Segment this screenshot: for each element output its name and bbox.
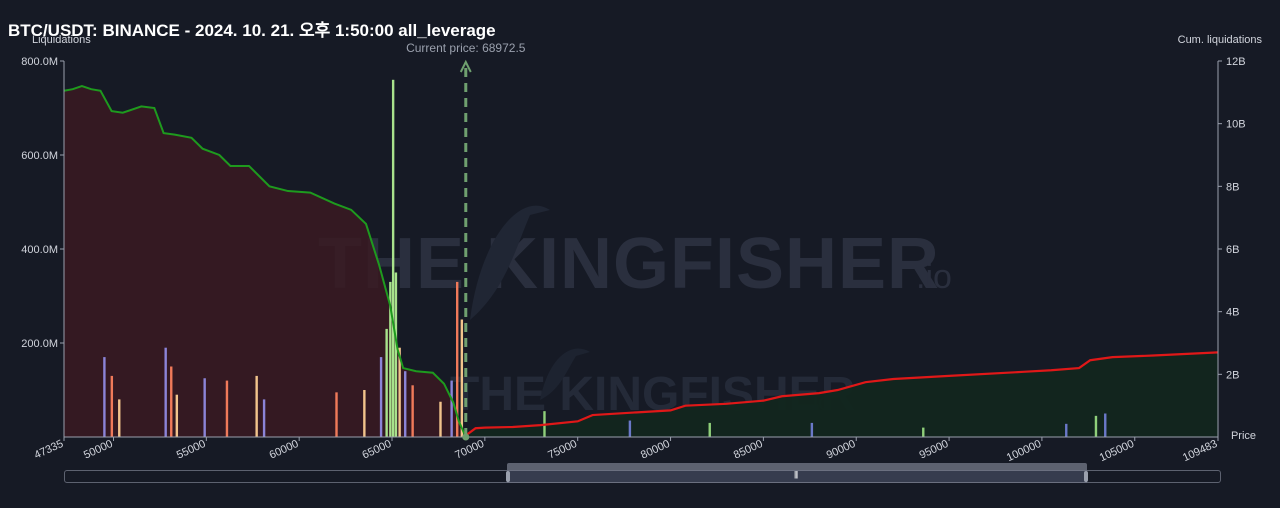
liquidation-bar [262, 399, 266, 437]
liquidation-bar [170, 366, 173, 437]
long-cum-line [63, 85, 467, 438]
liquidation-bar [175, 394, 179, 437]
x-tick-label: 50000 [82, 438, 115, 462]
y-tick-label: 800.0M [21, 56, 58, 68]
liquidation-bar [225, 380, 229, 437]
y2-tick-label: 10B [1226, 119, 1246, 131]
right-axis-label: Cum. liquidations [1177, 34, 1262, 46]
cumulative-fills [64, 86, 1219, 438]
long-cum-fill [64, 86, 466, 438]
liquidation-bar [389, 281, 392, 437]
x-tick-label: 109483 [1181, 438, 1219, 462]
kingfisher-bird-icon-secondary [540, 348, 590, 400]
x-tick-label: 65000 [360, 438, 393, 462]
x-tick-label: 90000 [825, 438, 858, 462]
liquidation-bar [1104, 413, 1107, 437]
liquidation-bar [335, 392, 338, 437]
chart-title: BTC/USDT: BINANCE - 2024. 10. 21. 오후 1:5… [8, 21, 496, 40]
cumulative-lines [63, 85, 1219, 438]
x-tick-label: 55000 [175, 438, 208, 462]
grip-icon[interactable]: ||| [794, 470, 798, 479]
short-cum-line [465, 351, 1219, 437]
liquidation-bar [394, 272, 398, 437]
liquidation-bar [203, 378, 206, 437]
liquidation-bar [398, 347, 401, 437]
watermark-text: THE KINGFISHER [318, 224, 940, 304]
scroll-handle-right[interactable] [1084, 471, 1088, 482]
y2-tick-label: 4B [1226, 307, 1239, 319]
short-cum-fill [465, 352, 1219, 437]
y2-tick-label: 12B [1226, 56, 1246, 68]
x-tick-label: 95000 [918, 438, 951, 462]
liquidation-bar [810, 422, 814, 437]
y2-tick-label: 6B [1226, 244, 1239, 256]
liquidation-bar [385, 328, 388, 437]
liquidation-bar [255, 375, 258, 437]
liquidation-bar [404, 371, 407, 437]
current-price-marker: Current price: 68972.5 [406, 41, 526, 441]
left-axis-label: Liquidations [32, 34, 91, 46]
scroll-handle-left[interactable] [506, 471, 510, 482]
x-tick-label: 85000 [732, 438, 765, 462]
watermark-suffix: .io [916, 258, 952, 296]
y-tick-label: 400.0M [21, 244, 58, 256]
liquidation-bar [118, 399, 121, 437]
current-price-label: Current price: 68972.5 [406, 41, 526, 55]
y2-tick-label: 2B [1226, 369, 1239, 381]
x-tick-label: 80000 [639, 438, 672, 462]
kingfisher-bird-icon [470, 205, 550, 320]
liquidation-bar [1065, 423, 1068, 437]
liquidation-bar [103, 357, 106, 437]
liquidation-bar [708, 422, 711, 437]
liquidation-bar [450, 380, 453, 437]
liquidation-bar [379, 357, 383, 437]
x-axis-label: Price [1230, 430, 1256, 442]
x-tick-label: 105000 [1098, 438, 1136, 462]
x-tick-label: 60000 [268, 438, 301, 462]
scrollbar-handle-top[interactable] [507, 463, 1087, 470]
liquidation-bar [164, 347, 167, 437]
liquidation-bar [628, 420, 632, 437]
x-tick-label: 75000 [546, 438, 579, 462]
x-tick-label: 70000 [453, 438, 486, 462]
x-tick-label: 47335 [32, 438, 65, 462]
liquidation-bar [1094, 415, 1098, 437]
liquidation-bars [103, 79, 1107, 438]
liquidation-bar [391, 79, 395, 438]
liquidation-bar [456, 281, 459, 437]
range-scrollbar[interactable]: ||| [64, 470, 1221, 483]
y-tick-label: 600.0M [21, 150, 58, 162]
scrollbar-thumb[interactable]: ||| [506, 470, 1088, 483]
current-price-dot [462, 433, 470, 441]
liquidation-bar [110, 375, 114, 437]
liquidation-bar [922, 427, 925, 437]
liquidation-bar [460, 319, 464, 437]
x-tick-label: 100000 [1005, 438, 1043, 462]
liquidation-bar [363, 390, 366, 437]
liquidation-bar [411, 385, 414, 437]
y2-tick-label: 8B [1226, 181, 1239, 193]
liquidation-bar [439, 401, 442, 437]
arrow-up-icon [459, 59, 472, 73]
y-tick-label: 200.0M [21, 338, 58, 350]
